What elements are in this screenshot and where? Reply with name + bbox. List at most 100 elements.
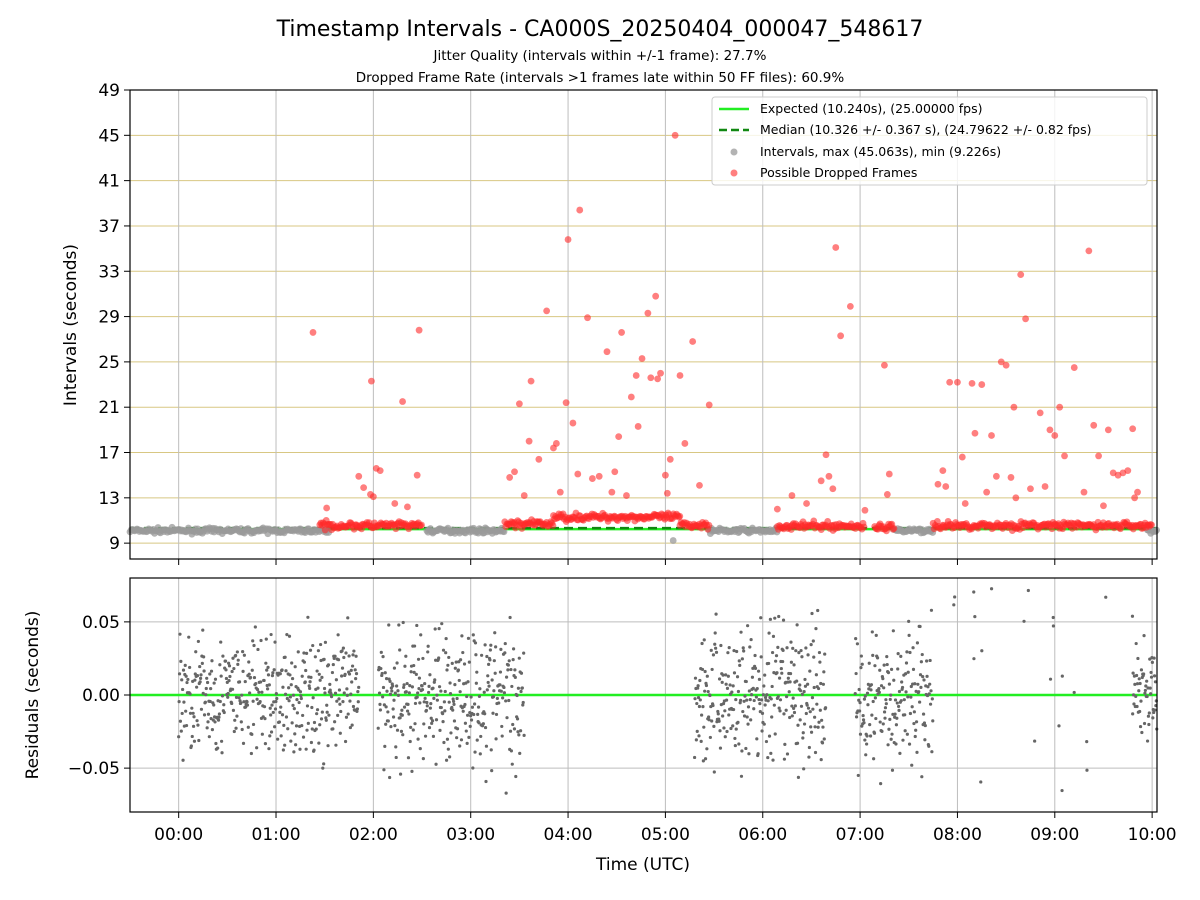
dropped-frame-point bbox=[696, 481, 703, 489]
residual-point bbox=[483, 643, 487, 647]
residual-point bbox=[336, 658, 341, 662]
interval-point bbox=[669, 537, 677, 544]
legend-intervals-marker bbox=[730, 148, 738, 156]
residual-point bbox=[257, 690, 261, 694]
residual-point bbox=[290, 676, 295, 681]
residual-point bbox=[407, 712, 411, 716]
residual-point bbox=[1152, 656, 1156, 660]
dropped-frame-point bbox=[638, 355, 646, 362]
residual-point bbox=[775, 671, 779, 675]
residual-point bbox=[192, 715, 196, 719]
residual-point bbox=[267, 683, 271, 687]
residual-point bbox=[435, 698, 439, 702]
residual-point bbox=[753, 653, 757, 658]
residual-point bbox=[464, 729, 468, 733]
residual-point bbox=[264, 661, 268, 665]
residual-point bbox=[379, 650, 383, 654]
residuals-panel: 0.050.00−0.05 00:00 01:00 02:00 03:00 04:00 0… bbox=[23, 577, 1177, 875]
residual-point bbox=[779, 666, 783, 671]
residual-point bbox=[220, 751, 224, 755]
residual-point bbox=[243, 679, 247, 684]
residual-point bbox=[904, 661, 909, 665]
residual-point bbox=[472, 712, 476, 717]
residual-point bbox=[886, 671, 891, 675]
residual-point bbox=[923, 738, 927, 742]
residual-point bbox=[477, 694, 482, 698]
residual-point bbox=[392, 666, 397, 670]
residual-point bbox=[378, 708, 383, 712]
dropped-frame-point bbox=[376, 467, 384, 475]
residual-point bbox=[451, 697, 455, 701]
residual-point bbox=[802, 690, 806, 694]
residual-point bbox=[1143, 691, 1147, 695]
residual-point bbox=[823, 652, 827, 656]
residual-point bbox=[925, 674, 929, 678]
residual-point bbox=[929, 689, 933, 693]
residual-point bbox=[882, 663, 886, 667]
residual-point bbox=[1142, 721, 1147, 726]
residual-point bbox=[198, 664, 202, 669]
residual-point bbox=[873, 664, 877, 668]
residual-point bbox=[468, 724, 472, 729]
residual-point bbox=[896, 704, 901, 709]
residual-point bbox=[333, 654, 337, 658]
dropped-frame-point bbox=[1056, 403, 1064, 411]
residual-point bbox=[431, 686, 435, 690]
dropped-frame-point bbox=[829, 485, 837, 493]
residual-point bbox=[391, 684, 395, 688]
residual-point bbox=[295, 697, 299, 702]
residual-point bbox=[349, 668, 353, 672]
residual-point bbox=[809, 725, 813, 729]
residual-point bbox=[723, 709, 727, 713]
residual-point bbox=[703, 669, 707, 674]
residual-point bbox=[726, 674, 730, 678]
residual-point bbox=[416, 691, 420, 695]
x-axis-label: Time (UTC) bbox=[595, 855, 690, 875]
residual-point bbox=[877, 690, 881, 694]
dropped-frame-point bbox=[543, 307, 551, 315]
residual-point bbox=[476, 712, 480, 716]
residual-point bbox=[224, 668, 228, 672]
residual-point bbox=[763, 695, 768, 700]
residual-point bbox=[1142, 634, 1146, 638]
dropped-frame-point bbox=[1134, 488, 1141, 496]
residual-point bbox=[473, 702, 477, 706]
residual-point bbox=[246, 725, 250, 729]
residual-point bbox=[413, 722, 417, 726]
residual-point bbox=[701, 704, 705, 709]
dropped-frame-point bbox=[623, 492, 630, 499]
residual-point bbox=[316, 686, 320, 690]
residual-point bbox=[1133, 682, 1137, 686]
residual-point bbox=[447, 655, 451, 660]
residual-point bbox=[1150, 660, 1154, 664]
dropped-frame-point bbox=[1051, 432, 1059, 439]
residual-point bbox=[1051, 615, 1055, 620]
residual-point bbox=[854, 671, 858, 676]
residuals-y-tick-label: 0.05 bbox=[82, 613, 120, 633]
residual-point bbox=[255, 687, 260, 692]
dropped-frame-point bbox=[825, 472, 833, 480]
residual-point bbox=[698, 678, 702, 683]
residual-point bbox=[893, 712, 897, 716]
residual-point bbox=[431, 734, 436, 738]
residual-point bbox=[927, 692, 931, 696]
residual-point bbox=[413, 701, 418, 706]
residual-point bbox=[304, 668, 308, 673]
residual-point bbox=[283, 692, 288, 696]
residual-point bbox=[879, 782, 883, 786]
residual-point bbox=[769, 751, 773, 755]
residual-point bbox=[493, 671, 497, 675]
residual-point bbox=[443, 709, 447, 713]
residual-point bbox=[286, 727, 290, 731]
residual-point bbox=[268, 706, 272, 710]
residual-point bbox=[450, 705, 454, 710]
residual-point bbox=[350, 723, 354, 727]
residual-point bbox=[202, 655, 206, 659]
residual-point bbox=[315, 712, 319, 716]
residual-point bbox=[727, 713, 731, 717]
residual-point bbox=[771, 758, 775, 762]
residual-point bbox=[285, 696, 289, 701]
residual-point bbox=[322, 762, 326, 766]
residual-point bbox=[773, 616, 777, 620]
